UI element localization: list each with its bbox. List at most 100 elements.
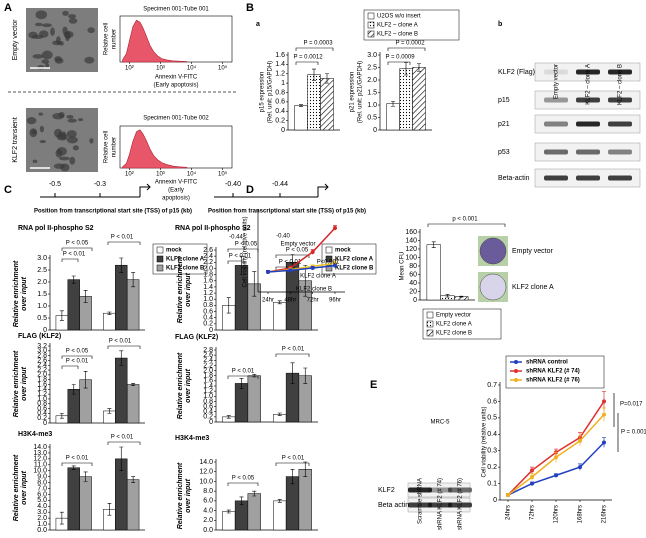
y-tick-label: 1.0	[37, 303, 47, 310]
annotation: P < 0.01	[109, 339, 132, 345]
y-axis-label: over input	[21, 276, 28, 311]
error-bar	[107, 311, 112, 315]
tss-site-label: -0.5	[49, 181, 61, 188]
annotation: P < 0.01	[229, 254, 252, 260]
bracket	[227, 375, 259, 379]
annotation: P = 0.0002	[395, 41, 425, 47]
annotation: P < 0.01	[111, 435, 134, 441]
error-bar	[71, 275, 76, 284]
y-tick-label: 0	[209, 419, 213, 426]
error-bar	[312, 68, 316, 81]
panel-label: A	[4, 2, 12, 14]
x-tick-label: 168hrs	[578, 505, 584, 523]
cell	[56, 133, 68, 141]
annotation: P<0.001	[317, 260, 340, 266]
x-tick-label: 10⁵	[218, 65, 228, 72]
cell	[68, 14, 77, 19]
row-label: Empty vector	[12, 19, 19, 61]
y-axis-label: over input	[185, 368, 192, 403]
legend-frame	[505, 355, 605, 389]
chart-title: RNA pol II-phospho S2	[18, 225, 94, 232]
y-tick-label: 1.4	[203, 284, 213, 291]
band	[576, 121, 600, 127]
bracket	[387, 61, 411, 65]
error-bar	[226, 509, 231, 514]
legend-label: KLF2 clone B	[436, 331, 472, 337]
y-tick-label: 2.0	[203, 367, 213, 374]
y-tick-label: 0.4	[487, 431, 497, 438]
y-tick-label: 0.4	[37, 410, 47, 417]
bracket	[295, 61, 319, 65]
y-tick-label: 1	[281, 80, 285, 87]
cell	[68, 17, 78, 24]
bar	[79, 476, 92, 531]
band	[448, 487, 472, 493]
y-tick-label: 0.4	[203, 409, 213, 416]
y-tick-label: 3.0	[367, 52, 377, 59]
x-tick-label: 10⁵	[218, 171, 228, 178]
x-tick-label: 10²	[125, 172, 134, 178]
legend-swatch	[514, 360, 518, 364]
y-tick-label: 0	[493, 497, 497, 504]
y-tick-label: 0.8	[37, 401, 47, 408]
legend-label: shRNA KLF2 (# 74)	[526, 369, 580, 375]
y-axis-label: Relative enrichment	[13, 350, 20, 417]
y-tick-label: 4.0	[37, 503, 47, 510]
blot-row-label: p15	[498, 97, 510, 104]
cell	[45, 62, 50, 69]
legend-label: KLF2 clone A	[166, 257, 205, 263]
band	[608, 175, 632, 181]
y-axis-label: Relative enrichment	[13, 454, 20, 521]
x-tick-label: 24hr	[262, 298, 274, 304]
y-axis-label: Mean CFU	[400, 251, 406, 280]
y-axis-label: Relative cell	[104, 131, 110, 163]
bar	[285, 476, 300, 531]
cell	[69, 156, 76, 165]
y-tick-label: 1.4	[37, 386, 47, 393]
bracket	[275, 353, 310, 357]
error-bar	[107, 408, 112, 414]
annotation: KLF2 clone B	[296, 287, 332, 293]
y-tick-label: 2.5	[367, 64, 377, 71]
cell	[38, 112, 44, 116]
x-axis-label: apoptosis)	[162, 196, 190, 202]
y-tick-label: 2.0	[367, 77, 377, 84]
x-tick-label: 10²	[125, 66, 134, 72]
error-bar	[239, 377, 244, 389]
marker	[554, 473, 558, 478]
annotation: -0.40	[276, 234, 290, 240]
y-tick-label: 11.0	[34, 462, 47, 469]
cell	[84, 56, 95, 64]
marker	[530, 475, 534, 479]
legend-swatch	[367, 12, 375, 20]
error-bar	[404, 62, 408, 76]
x-tick-label: 216hrs	[602, 505, 608, 523]
marker	[333, 226, 337, 230]
cell	[77, 118, 84, 122]
error-bar	[71, 465, 76, 470]
legend-swatch	[156, 255, 164, 263]
error-bar	[131, 382, 136, 387]
y-tick-label: 0	[281, 127, 285, 134]
y-tick-label: 3.2	[37, 343, 47, 350]
tss-arrow	[317, 183, 329, 197]
marker	[288, 268, 293, 273]
blot-row-label: p21	[498, 121, 510, 128]
x-axis-label: Annexin V-FITC	[155, 180, 198, 186]
y-tick-label: 0.6	[203, 308, 213, 315]
bracket	[387, 47, 426, 51]
marker	[602, 412, 606, 417]
y-tick-label: 12.0	[199, 469, 213, 476]
y-tick-label: 8.0	[203, 488, 213, 495]
x-axis-label: (Early apoptosis)	[153, 83, 198, 89]
y-axis-label: p21 expression	[350, 72, 356, 113]
blot-lane-label: shRNA KLF2 (# 76)	[458, 478, 464, 530]
annotation: P = 0.0003	[303, 41, 333, 47]
bar	[298, 469, 312, 531]
error-bar	[252, 490, 257, 497]
plate	[479, 273, 507, 301]
error-bar	[417, 63, 421, 72]
y-tick-label: 2.0	[37, 515, 47, 522]
error-bar	[299, 104, 303, 107]
